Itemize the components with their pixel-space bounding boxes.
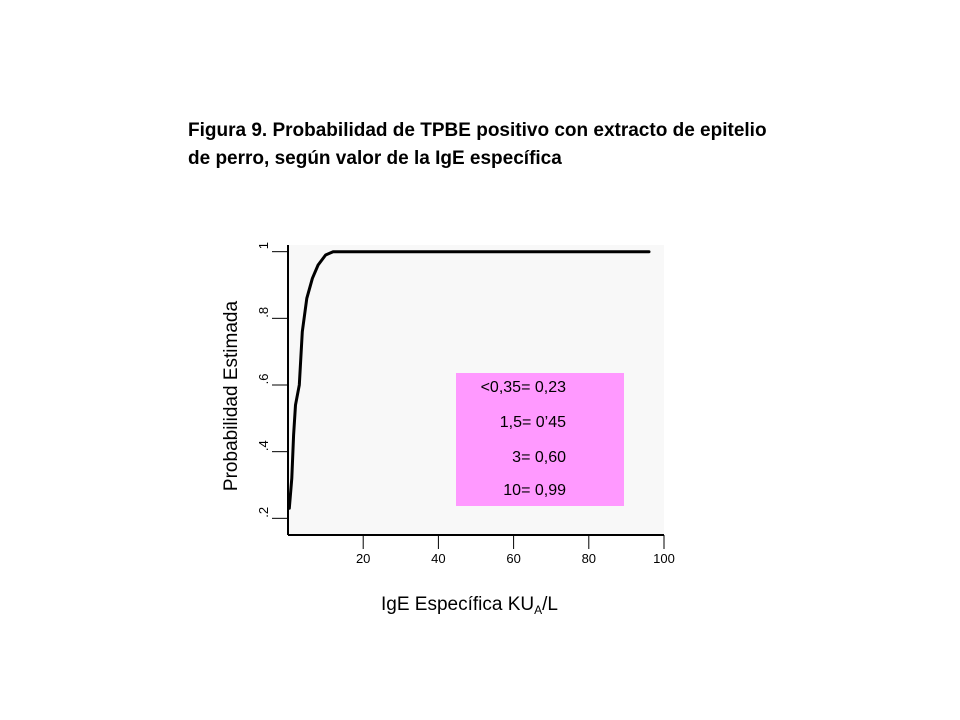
chart-axes	[287, 245, 664, 536]
x-axis-label-sub: A	[534, 603, 543, 617]
annotation-box: <0,35= 0,23 1,5= 0’45 3= 0,60 10= 0,99	[456, 373, 624, 506]
chart-ticks: .2 .4 .6 .8 1 20 40 60 80 100	[256, 242, 675, 566]
annotation-line: 1,5= 0’45	[499, 414, 566, 431]
x-axis-label: IgE Específica KUA/L	[381, 594, 558, 617]
y-tick-label: 1	[256, 242, 271, 249]
annotation-line: <0,35= 0,23	[480, 379, 566, 396]
y-tick-label: .2	[256, 507, 271, 518]
x-tick-label: 100	[653, 551, 675, 566]
figure-title-line1: Figura 9. Probabilidad de TPBE positivo …	[188, 120, 767, 141]
x-axis-label-main: IgE Específica KU	[381, 594, 535, 615]
x-tick-label: 20	[356, 551, 370, 566]
annotation-line: 3= 0,60	[512, 449, 566, 466]
x-tick-label: 60	[506, 551, 520, 566]
chart-series	[287, 250, 651, 510]
y-tick-label: .4	[256, 440, 271, 451]
y-tick-label: .6	[256, 374, 271, 385]
annotation-line: 10= 0,99	[503, 482, 566, 499]
figure-title-line2: de perro, según valor de la IgE específi…	[188, 148, 562, 169]
x-tick-label: 40	[431, 551, 445, 566]
x-tick-label: 80	[582, 551, 596, 566]
x-axis-label-tail: /L	[542, 594, 558, 615]
series-line	[287, 250, 651, 510]
y-tick-label: .8	[256, 307, 271, 318]
figure-title: Figura 9. Probabilidad de TPBE positivo …	[188, 117, 888, 173]
